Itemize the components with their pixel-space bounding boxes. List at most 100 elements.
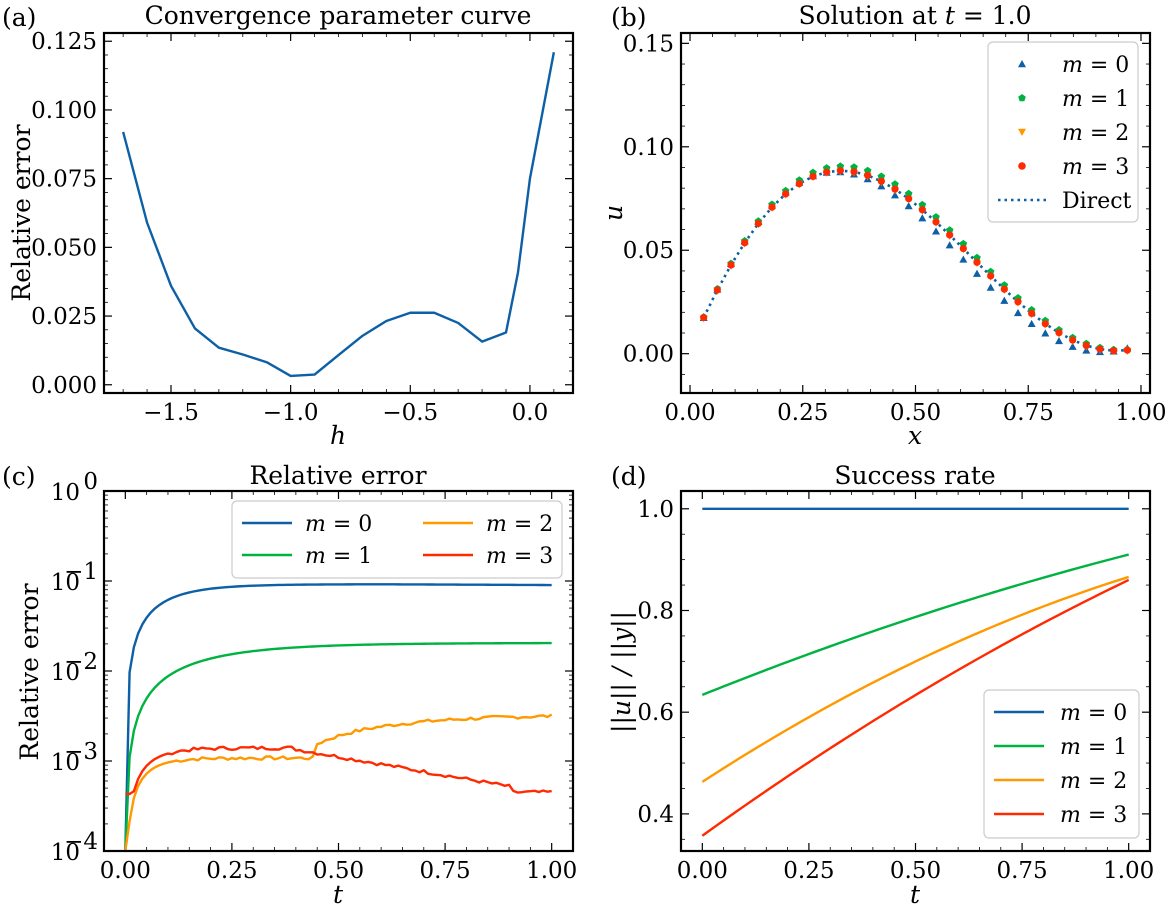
panel-b-title: Solution at t = 1.0 (799, 1, 1032, 30)
panel-b-m3-point (1069, 336, 1077, 344)
panel-c-legend-2-eq: = 2 (507, 512, 553, 537)
panel-b-m3-point (918, 206, 926, 214)
panel-c-legend-3-sym: m (486, 544, 507, 569)
panel-c-legend-1: m = 1 (305, 544, 372, 569)
panel-b-legend: m = 0 m = 1 m = 2 m = 3 Direct (987, 41, 1139, 223)
panel-b-m3-point (768, 203, 776, 211)
panel-d-line-2 (701, 575, 1130, 783)
panel-d-axes: 0.00 0.25 0.50 0.75 1.00 0.4 0.6 0.8 1.0 (637, 491, 1154, 884)
panel-b-m3-point (823, 168, 831, 176)
panel-b-m3-point (700, 313, 708, 322)
panel-b-direct-line (702, 169, 1128, 353)
panel-b-legend-2-eq: = 2 (1083, 121, 1129, 146)
panel-a: (a) Convergence parameter curve Relative… (2, 1, 575, 450)
panel-b-m3-point (1055, 329, 1063, 337)
panel-b-m3-point (713, 286, 721, 294)
panel-b-m1-point (918, 200, 927, 209)
panel-c-title: Relative error (249, 461, 426, 490)
pd-ytick-label: 0.8 (637, 598, 674, 624)
panel-b-legend-1-eq: = 1 (1083, 87, 1129, 112)
pc-ytick-exp: −1 (64, 559, 98, 585)
pa-ytick-label: 0.075 (31, 167, 97, 193)
panel-a-xlabel: h (330, 421, 346, 450)
panel-b-m0-point (918, 214, 927, 222)
pc-ytick-exp: −2 (64, 649, 98, 675)
panel-b-m1-point (904, 189, 913, 198)
panel-c-frame (102, 489, 575, 853)
panel-d-ylabel: ||u|| / ||y|| (607, 611, 637, 733)
panel-c-legend-0-sym: m (305, 512, 326, 537)
panel-b-legend-4: Direct (1062, 189, 1132, 214)
panel-b-m3-point (1028, 309, 1036, 318)
panel-d-legend-2: m = 2 (1060, 769, 1127, 794)
panel-b-m3-point (959, 244, 967, 253)
panel-b-frame (679, 31, 1152, 395)
pc-xtick-label: 0.50 (313, 858, 364, 884)
panel-b-m0-point (1054, 336, 1063, 345)
panel-b-legend-m2-marker (1018, 128, 1026, 136)
panel-b-legend-0-eq: = 0 (1083, 53, 1129, 78)
panel-b-m1-point (932, 213, 940, 221)
panel-b-m3-point (946, 231, 954, 239)
pd-xtick-label: 0.25 (783, 858, 834, 884)
panel-b-m3-point (1110, 347, 1118, 355)
panel-a-label: (a) (2, 3, 36, 32)
panel-b-axes: 0.00 0.25 0.50 0.75 1.00 0.00 0.05 0.10 0.15 (623, 31, 1167, 426)
panel-b-m1-point (945, 226, 954, 234)
panel-b-m1-point (863, 166, 872, 174)
panel-b-m1-point (850, 163, 858, 171)
pd-xtick-label: 0.75 (996, 858, 1047, 884)
pc-ytick-label: 10 (51, 570, 80, 596)
panel-d-line-1 (701, 553, 1129, 697)
panel-b-m0-point (891, 191, 900, 199)
pa-ytick-label: 0.125 (31, 29, 97, 55)
panel-a-axes: −1.5 −1.0 −0.5 0.0 0.000 0.025 0.050 0.075 0.100… (31, 29, 573, 426)
pb-ytick-label: 0.05 (623, 238, 674, 264)
panel-c-ylabel: Relative error (15, 583, 44, 760)
panel-b-m0-point (904, 202, 913, 210)
pb-ytick-label: 0.15 (623, 31, 674, 57)
panel-c-m3-line (125, 745, 552, 796)
panel-b-m0-point (1000, 296, 1009, 304)
panel-d-data (701, 507, 1130, 837)
panel-b-m3-point (1096, 345, 1104, 353)
pb-xtick-label: 1.00 (1115, 400, 1166, 426)
panel-b-label: (b) (611, 3, 647, 32)
panel-d-xlabel: t (910, 880, 921, 909)
panel-b-data (699, 162, 1132, 356)
panel-a-curve (121, 52, 556, 378)
panel-c-legend: m = 0 m = 1 m = 2 m = 3 (231, 500, 563, 579)
panel-d-title: Success rate (834, 461, 995, 490)
panel-b-legend-m3-marker (1018, 162, 1026, 170)
panel-c-legend-1-eq: = 1 (326, 544, 372, 569)
pa-xtick-label: −0.5 (382, 400, 438, 426)
pb-ytick-label: 0.00 (623, 342, 674, 368)
panel-b-legend-1-sym: m (1062, 87, 1083, 112)
panel-b-m3-point (782, 190, 790, 198)
pb-xtick-label: 0.25 (777, 400, 828, 426)
panel-d-legend-1-sym: m (1060, 735, 1081, 760)
panel-b-m3-point (905, 195, 913, 203)
panel-d: (d) Success rate ||u|| / ||y|| t 0.00 0.2… (607, 461, 1154, 909)
pd-ytick-label: 0.4 (637, 802, 674, 828)
pc-xtick-label: 0.75 (419, 858, 470, 884)
pc-ytick-exp: −4 (64, 829, 98, 855)
panel-d-legend-0-sym: m (1060, 701, 1081, 726)
panel-d-line-3 (701, 578, 1130, 837)
panel-b-m3-point (1123, 346, 1131, 354)
panel-b-ylabel: u (599, 205, 628, 221)
panel-c-label: (c) (2, 462, 36, 491)
panel-b-legend-1: m = 1 (1062, 87, 1129, 112)
panel-d-legend-2-eq: = 2 (1081, 769, 1127, 794)
panel-d-legend-lines (994, 710, 1044, 816)
pa-xtick-label: −1.0 (263, 400, 319, 426)
panel-b-legend-box (987, 41, 1139, 223)
panel-b-legend-m1-marker (1018, 94, 1026, 102)
panel-b-m3-point (1000, 285, 1008, 293)
pb-ytick-label: 0.10 (623, 135, 674, 161)
panel-a-frame (102, 31, 575, 395)
panel-b: (b) Solution at t = 1.0 u x 0.00 0.25 0.50… (599, 1, 1167, 450)
pa-ytick-label: 0.050 (31, 235, 97, 261)
panel-b-legend-3-sym: m (1062, 155, 1083, 180)
